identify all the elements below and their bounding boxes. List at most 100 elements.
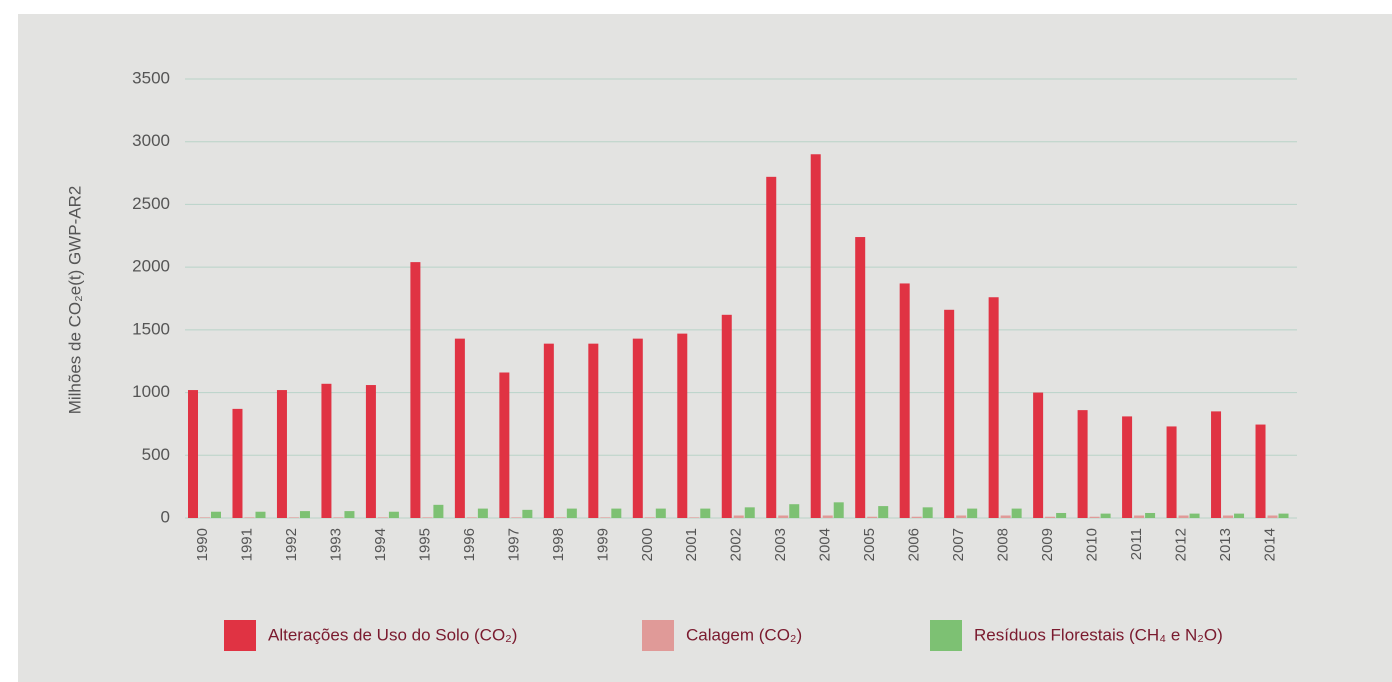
- bar: [1000, 515, 1011, 518]
- bar: [721, 314, 732, 518]
- bar: [365, 385, 376, 518]
- x-tick-label: 1995: [416, 528, 433, 561]
- bar: [700, 508, 711, 518]
- bar: [1234, 513, 1245, 518]
- bar: [200, 517, 210, 518]
- x-tick-label: 1997: [505, 528, 522, 561]
- bar: [1255, 424, 1266, 518]
- x-tick-label: 2002: [728, 528, 745, 561]
- x-tick-label: 2006: [906, 528, 923, 561]
- bar: [588, 343, 599, 518]
- x-tick-label: 1992: [283, 528, 300, 561]
- bar: [988, 297, 999, 518]
- bar: [422, 517, 433, 518]
- bar: [276, 390, 287, 518]
- bar: [1100, 513, 1111, 518]
- bar: [466, 517, 477, 518]
- bar: [433, 504, 444, 518]
- bar: [822, 515, 833, 518]
- x-tick-label: 1999: [594, 528, 611, 561]
- y-tick-label: 500: [142, 445, 170, 464]
- bar: [522, 509, 533, 518]
- bar: [878, 506, 889, 518]
- bar: [244, 517, 255, 518]
- bar: [867, 516, 878, 518]
- bar: [644, 517, 655, 518]
- bar: [677, 333, 688, 518]
- bar: [1134, 515, 1145, 518]
- bar: [733, 515, 744, 518]
- x-tick-label: 1996: [461, 528, 478, 561]
- bar: [344, 511, 355, 518]
- bar: [855, 237, 866, 519]
- bar: [611, 508, 622, 518]
- x-tick-label: 2010: [1084, 528, 1101, 561]
- x-tick-label: 2012: [1173, 528, 1190, 561]
- bar: [655, 508, 666, 518]
- bar: [410, 262, 421, 518]
- bar: [744, 507, 755, 518]
- bar: [600, 517, 611, 518]
- bar: [388, 511, 399, 518]
- bar: [321, 383, 332, 518]
- x-tick-label: 2001: [683, 528, 700, 561]
- y-tick-label: 3000: [132, 131, 170, 150]
- x-tick-label: 2005: [861, 528, 878, 561]
- bar: [766, 176, 777, 518]
- bar: [1033, 392, 1044, 518]
- bar: [1211, 411, 1222, 518]
- bar: [543, 343, 554, 518]
- bar: [477, 508, 488, 518]
- bar: [1089, 516, 1100, 518]
- bar: [789, 504, 800, 518]
- bar: [956, 515, 967, 518]
- y-tick-label: 2000: [132, 257, 170, 276]
- x-tick-label: 1998: [550, 528, 567, 561]
- bar: [566, 508, 577, 518]
- bar: [967, 508, 978, 518]
- y-tick-label: 0: [161, 507, 170, 526]
- bar: [911, 516, 922, 518]
- bar: [288, 517, 299, 518]
- x-tick-label: 2009: [1039, 528, 1056, 561]
- bar: [1178, 515, 1189, 518]
- x-tick-label: 2014: [1261, 528, 1278, 561]
- bar: [211, 511, 221, 518]
- bar: [944, 309, 955, 518]
- x-tick-label: 1994: [372, 528, 389, 561]
- bar: [333, 517, 344, 518]
- x-tick-label: 1993: [327, 528, 344, 561]
- bar: [1267, 515, 1278, 518]
- bar: [632, 338, 643, 518]
- bar: [810, 154, 821, 518]
- bar: [188, 390, 198, 518]
- legend-swatch: [642, 620, 674, 651]
- panel: [18, 14, 1392, 682]
- x-tick-label: 2003: [772, 528, 789, 561]
- bar: [555, 517, 566, 518]
- legend-swatch: [224, 620, 256, 651]
- x-tick-label: 2013: [1217, 528, 1234, 561]
- bar: [833, 502, 844, 518]
- bar: [299, 511, 310, 518]
- bar: [899, 283, 910, 518]
- x-tick-label: 2000: [639, 528, 656, 561]
- bar: [1056, 512, 1067, 518]
- y-tick-label: 1000: [132, 382, 170, 401]
- bar: [1223, 515, 1234, 518]
- legend-label: Alterações de Uso do Solo (CO₂): [268, 625, 517, 644]
- x-tick-label: 2011: [1128, 528, 1145, 560]
- bar: [778, 515, 789, 518]
- y-tick-label: 1500: [132, 319, 170, 338]
- y-axis-label: Milhões de CO₂e(t) GWP-AR2: [65, 186, 84, 415]
- bar: [1166, 426, 1177, 518]
- y-tick-label: 3500: [132, 68, 170, 87]
- bar: [1045, 516, 1056, 518]
- x-tick-label: 1990: [194, 528, 211, 561]
- bar: [1011, 508, 1022, 518]
- bar: [1145, 512, 1156, 518]
- bar: [255, 511, 266, 518]
- bar: [232, 408, 243, 518]
- bar: [1189, 513, 1200, 518]
